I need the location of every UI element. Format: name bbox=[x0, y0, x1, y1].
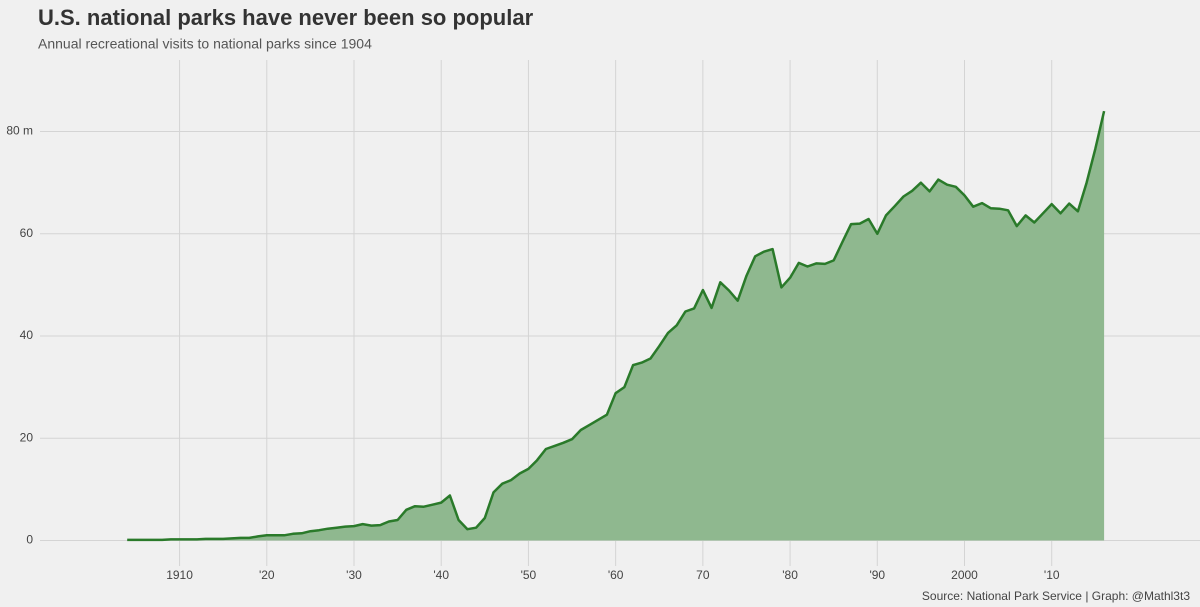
x-tick-label: 1910 bbox=[166, 568, 193, 582]
x-tick-label: '20 bbox=[259, 568, 275, 582]
source-note: Source: National Park Service | Graph: @… bbox=[922, 589, 1190, 603]
x-tick-label: '90 bbox=[869, 568, 885, 582]
y-tick-label: 20 bbox=[20, 430, 34, 444]
x-tick-label: '40 bbox=[433, 568, 449, 582]
x-tick-label: 70 bbox=[696, 568, 710, 582]
y-tick-label: 80 m bbox=[6, 124, 33, 138]
y-tick-label: 0 bbox=[26, 533, 33, 547]
area bbox=[127, 111, 1105, 541]
x-tick-label: '60 bbox=[608, 568, 624, 582]
line bbox=[127, 110, 1106, 542]
chart-title: U.S. national parks have never been so p… bbox=[38, 5, 534, 30]
y-tick-label: 60 bbox=[20, 226, 34, 240]
x-tick-label: '30 bbox=[346, 568, 362, 582]
chart-subtitle: Annual recreational visits to national p… bbox=[38, 36, 372, 52]
x-tick-label: '80 bbox=[782, 568, 798, 582]
y-tick-label: 40 bbox=[20, 328, 34, 342]
x-tick-label: '50 bbox=[521, 568, 537, 582]
x-tick-label: '10 bbox=[1044, 568, 1060, 582]
x-tick-label: 2000 bbox=[951, 568, 978, 582]
